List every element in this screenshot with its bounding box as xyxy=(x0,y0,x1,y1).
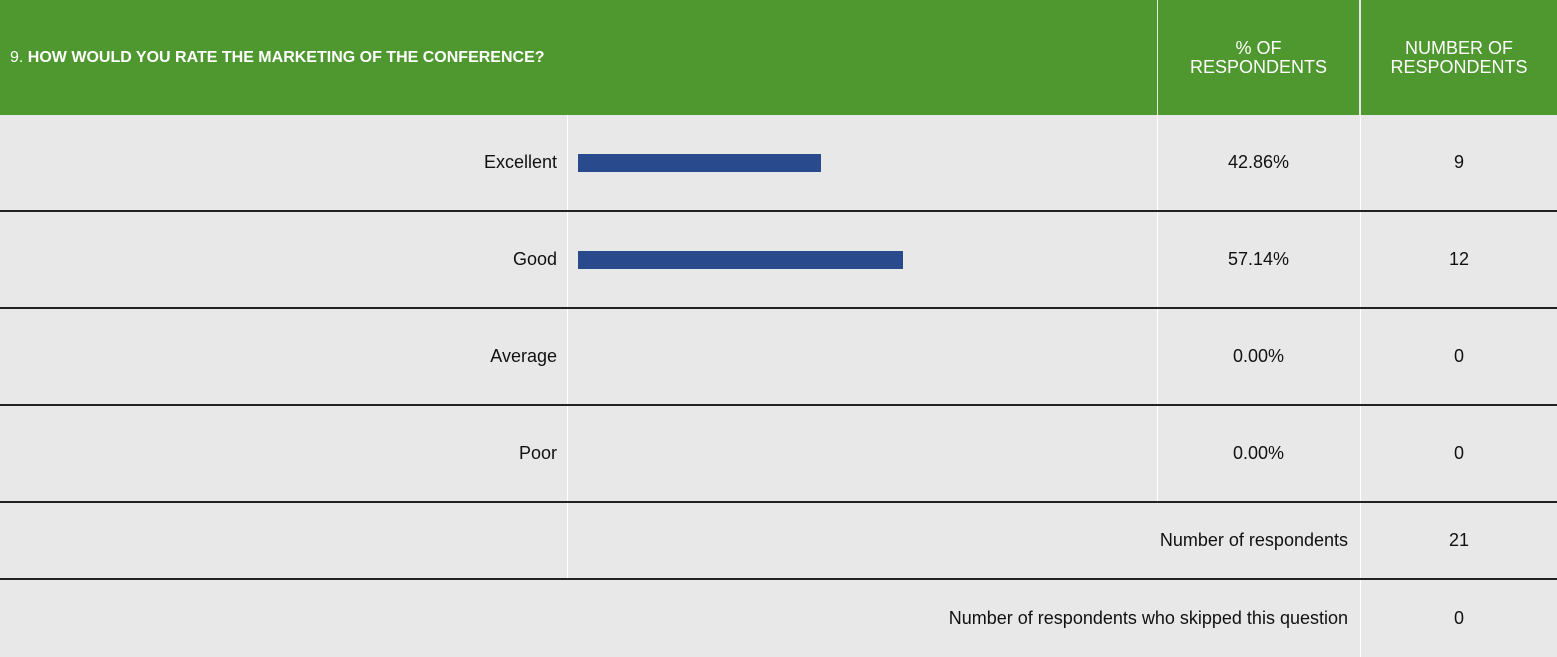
column-divider xyxy=(1360,503,1361,578)
question-title: HOW WOULD YOU RATE THE MARKETING OF THE … xyxy=(27,48,545,66)
question-header: 9. HOW WOULD YOU RATE THE MARKETING OF T… xyxy=(0,0,1157,115)
count-header: NUMBER OF RESPONDENTS xyxy=(1361,0,1557,115)
column-divider xyxy=(567,406,568,501)
answer-row: Poor 0.00% 0 xyxy=(0,406,1557,503)
answer-label: Poor xyxy=(518,443,557,463)
percent-value: 42.86% xyxy=(1227,152,1290,172)
column-divider xyxy=(567,309,568,404)
count-value: 0 xyxy=(1453,346,1464,366)
answer-row: Good 57.14% 12 xyxy=(0,212,1557,309)
column-divider xyxy=(1360,212,1361,307)
percent-header: % OF RESPONDENTS xyxy=(1158,0,1359,115)
column-divider xyxy=(567,212,568,307)
question-number: 9. xyxy=(10,48,24,66)
answer-label: Good xyxy=(512,249,557,269)
percent-value: 0.00% xyxy=(1232,346,1285,366)
skipped-row: Number of respondents who skipped this q… xyxy=(0,580,1557,657)
percent-bar xyxy=(578,153,822,172)
column-divider xyxy=(567,115,568,210)
column-divider xyxy=(1157,115,1158,210)
column-divider xyxy=(1360,309,1361,404)
count-value: 0 xyxy=(1453,443,1464,463)
skipped-value: 0 xyxy=(1453,608,1464,628)
respondents-value: 21 xyxy=(1448,530,1470,550)
column-divider xyxy=(1157,212,1158,307)
count-value: 9 xyxy=(1453,152,1464,172)
skipped-label: Number of respondents who skipped this q… xyxy=(948,608,1348,628)
percent-value: 0.00% xyxy=(1232,443,1285,463)
answer-row: Average 0.00% 0 xyxy=(0,309,1557,406)
answer-label: Excellent xyxy=(483,152,557,172)
column-divider xyxy=(1157,309,1158,404)
column-divider xyxy=(1360,406,1361,501)
column-divider xyxy=(567,503,568,578)
respondents-row: Number of respondents 21 xyxy=(0,503,1557,580)
column-divider xyxy=(1360,115,1361,210)
answer-row: Excellent 42.86% 9 xyxy=(0,115,1557,212)
percent-bar xyxy=(578,250,903,269)
count-value: 12 xyxy=(1448,249,1470,269)
answer-label: Average xyxy=(490,346,557,366)
respondents-label: Number of respondents xyxy=(1159,530,1348,550)
percent-value: 57.14% xyxy=(1227,249,1290,269)
column-divider xyxy=(1157,406,1158,501)
column-divider xyxy=(1360,580,1361,657)
